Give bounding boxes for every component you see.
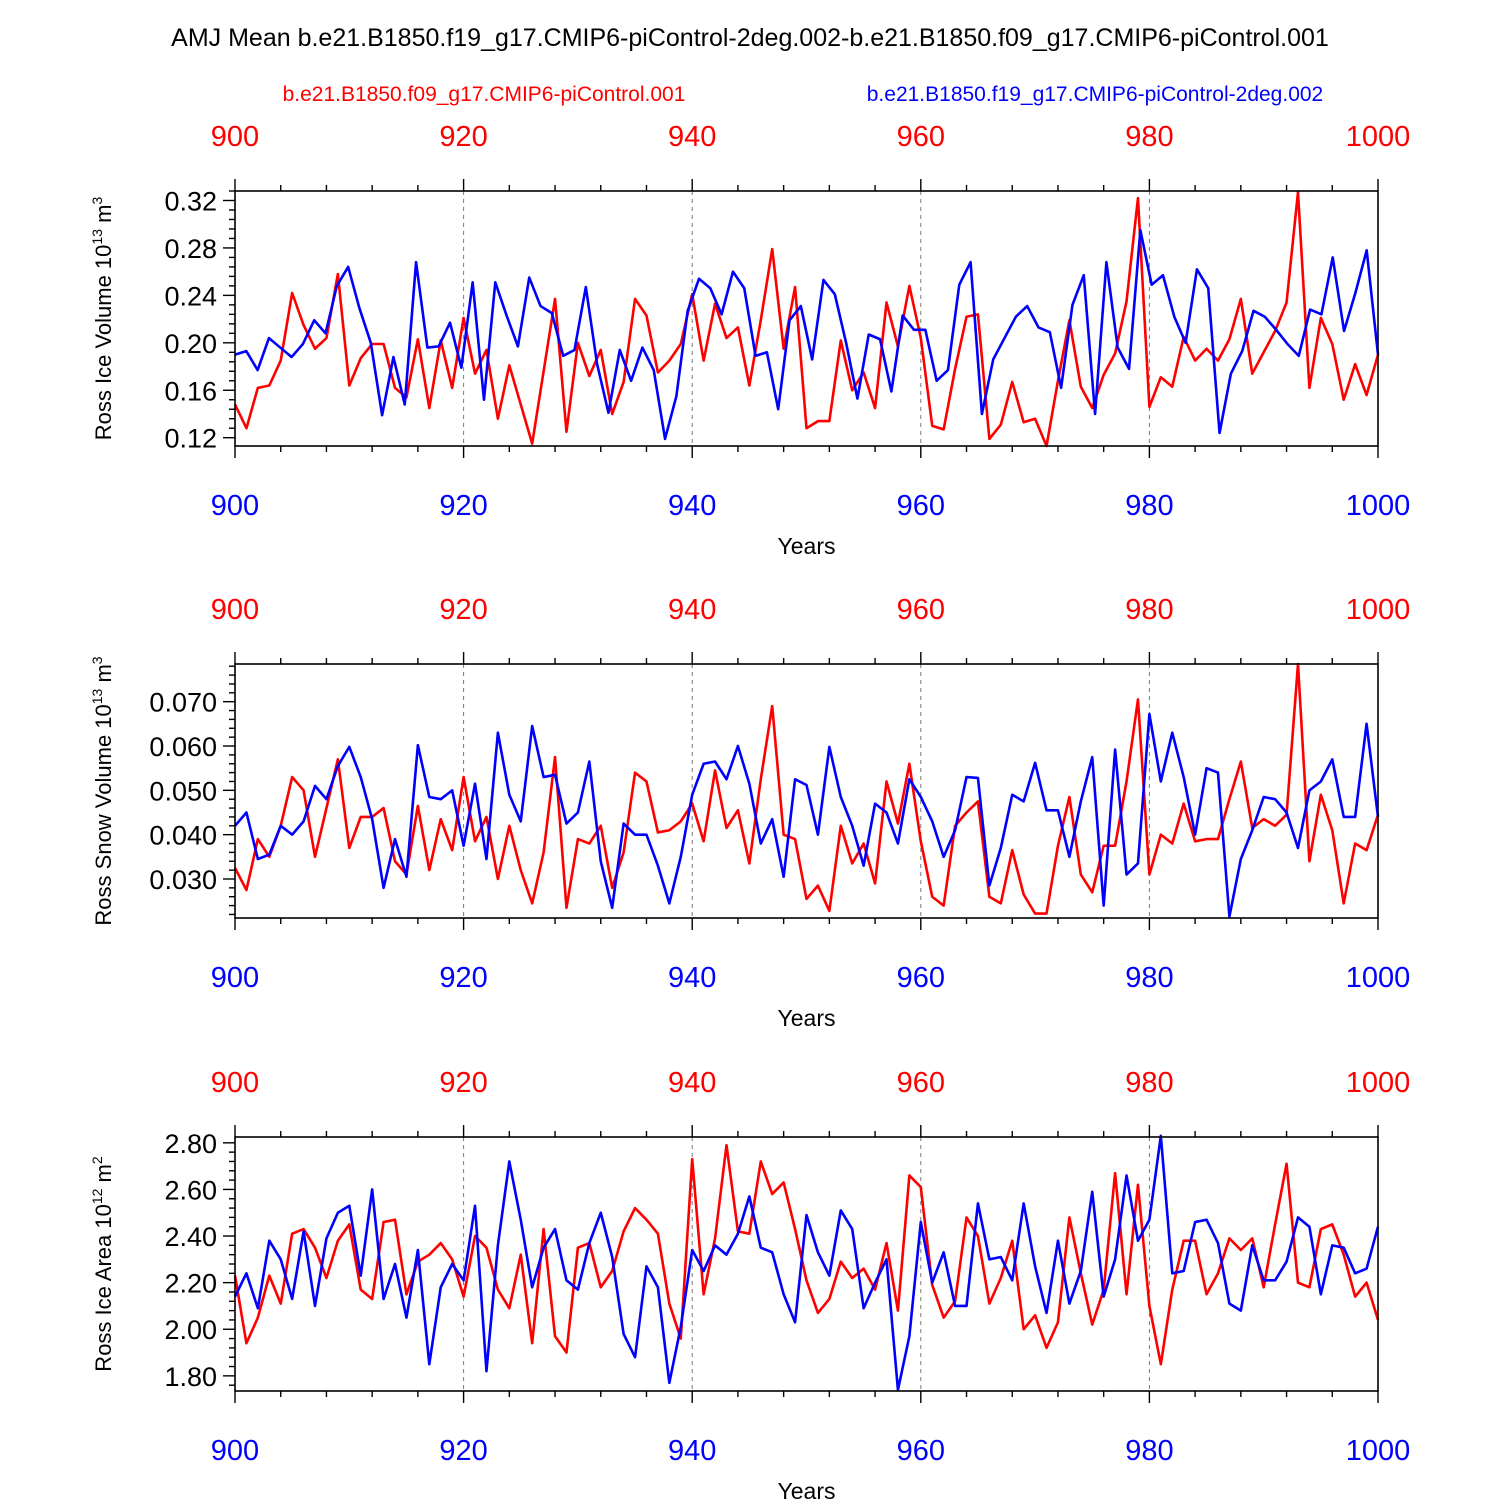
y-tick-label: 0.12 [164,424,217,454]
x-tick-label-top: 1000 [1346,121,1411,153]
y-axis-title-unit: m [91,664,116,688]
y-tick-label: 2.60 [164,1175,217,1205]
y-axis-title-unit: m [91,205,116,229]
x-tick-label-top: 1000 [1346,594,1411,626]
series-line-blue [234,228,1380,441]
x-tick-label-top: 940 [668,1067,716,1099]
x-tick-label-bottom: 920 [439,962,487,994]
x-tick-label-top: 900 [211,1067,259,1099]
plot-frame [234,663,1379,919]
x-tick-label-top: 940 [668,121,716,153]
legend-red-label: b.e21.B1850.f09_g17.CMIP6-piControl.001 [283,83,686,106]
x-tick-label-bottom: 960 [897,962,945,994]
y-tick-label: 0.20 [164,329,217,359]
x-tick-label-bottom: 920 [439,1435,487,1467]
x-axis-title: Years [778,533,836,559]
x-tick-label-top: 920 [439,594,487,626]
panel-snow-volume: 900 900 920 920 940 940 960 960 980 980 1000 1000 Ye… [89,594,1410,1031]
y-axis-title-unit: m [91,1164,116,1188]
x-tick-label-bottom: 980 [1125,962,1173,994]
y-tick-label: 0.32 [164,186,217,216]
x-tick-label-bottom: 940 [668,1435,716,1467]
x-tick-label-top: 960 [897,1067,945,1099]
x-tick-label-bottom: 920 [439,490,487,522]
x-tick-label-top: 900 [211,121,259,153]
x-tick-label-top: 940 [668,594,716,626]
x-tick-label-bottom: 940 [668,962,716,994]
y-tick-label: 0.070 [149,688,217,718]
y-tick-label: 0.16 [164,376,217,406]
x-tick-label-top: 960 [897,121,945,153]
x-tick-label-bottom: 960 [897,490,945,522]
x-tick-label-bottom: 1000 [1346,490,1411,522]
y-axis-title-exponent: 13 [89,229,105,245]
series-line-red [233,662,1380,915]
y-axis-title-exponent: 13 [89,688,105,704]
panel-ice-area: 900 900 920 920 940 940 960 960 980 980 1000 1000 Ye… [89,1067,1410,1500]
x-tick-label-top: 900 [211,594,259,626]
x-tick-label-bottom: 1000 [1346,962,1411,994]
panel-ice-volume: 900 900 920 920 940 940 960 960 980 980 1000 1000 Ye… [89,121,1410,559]
y-axis-title-text: Ross Ice Volume 10 [91,245,116,441]
x-tick-label-bottom: 1000 [1346,1435,1411,1467]
y-tick-label: 1.80 [164,1362,217,1392]
y-axis-title-unit-exponent: 3 [89,656,105,664]
x-tick-label-top: 980 [1125,121,1173,153]
y-tick-label: 0.030 [149,865,217,895]
x-tick-label-top: 1000 [1346,1067,1411,1099]
plot-frame [234,1136,1379,1392]
y-axis-title-unit-exponent: 2 [89,1156,105,1164]
y-tick-label: 2.40 [164,1222,217,1252]
y-tick-label: 0.24 [164,281,217,311]
series-line-red [233,190,1380,448]
series-line-blue [234,712,1380,918]
x-axis-title: Years [778,1478,836,1500]
x-tick-label-bottom: 960 [897,1435,945,1467]
y-tick-label: 2.20 [164,1269,217,1299]
figure-title: AMJ Mean b.e21.B1850.f19_g17.CMIP6-piCon… [171,24,1329,52]
x-tick-label-top: 920 [439,121,487,153]
x-tick-label-top: 980 [1125,1067,1173,1099]
x-tick-label-top: 960 [897,594,945,626]
y-axis-title: Ross Snow Volume 1013 m3 [89,656,116,925]
x-tick-label-bottom: 900 [211,490,259,522]
series-line-red [233,1143,1380,1366]
y-tick-label: 2.00 [164,1315,217,1345]
y-tick-label: 0.060 [149,732,217,762]
x-tick-label-bottom: 940 [668,490,716,522]
plot-frame [234,190,1379,447]
y-tick-label: 0.28 [164,234,217,264]
x-tick-label-top: 980 [1125,594,1173,626]
x-tick-label-bottom: 900 [211,1435,259,1467]
x-tick-label-bottom: 900 [211,962,259,994]
y-axis-title-unit-exponent: 3 [89,197,105,205]
y-axis-title-text: Ross Snow Volume 10 [91,704,116,925]
x-tick-label-bottom: 980 [1125,1435,1173,1467]
series-line-blue [233,1134,1380,1392]
y-tick-label: 0.050 [149,776,217,806]
y-axis-title: Ross Ice Volume 1013 m3 [89,197,116,441]
x-tick-label-bottom: 980 [1125,490,1173,522]
y-tick-label: 0.040 [149,821,217,851]
y-axis-title-exponent: 12 [89,1188,105,1204]
legend-blue-label: b.e21.B1850.f19_g17.CMIP6-piControl-2deg… [867,83,1323,106]
x-axis-title: Years [778,1005,836,1031]
x-tick-label-top: 920 [439,1067,487,1099]
y-axis-title-text: Ross Ice Area 10 [91,1204,116,1372]
y-axis-title: Ross Ice Area 1012 m2 [89,1156,116,1372]
y-tick-label: 2.80 [164,1129,217,1159]
